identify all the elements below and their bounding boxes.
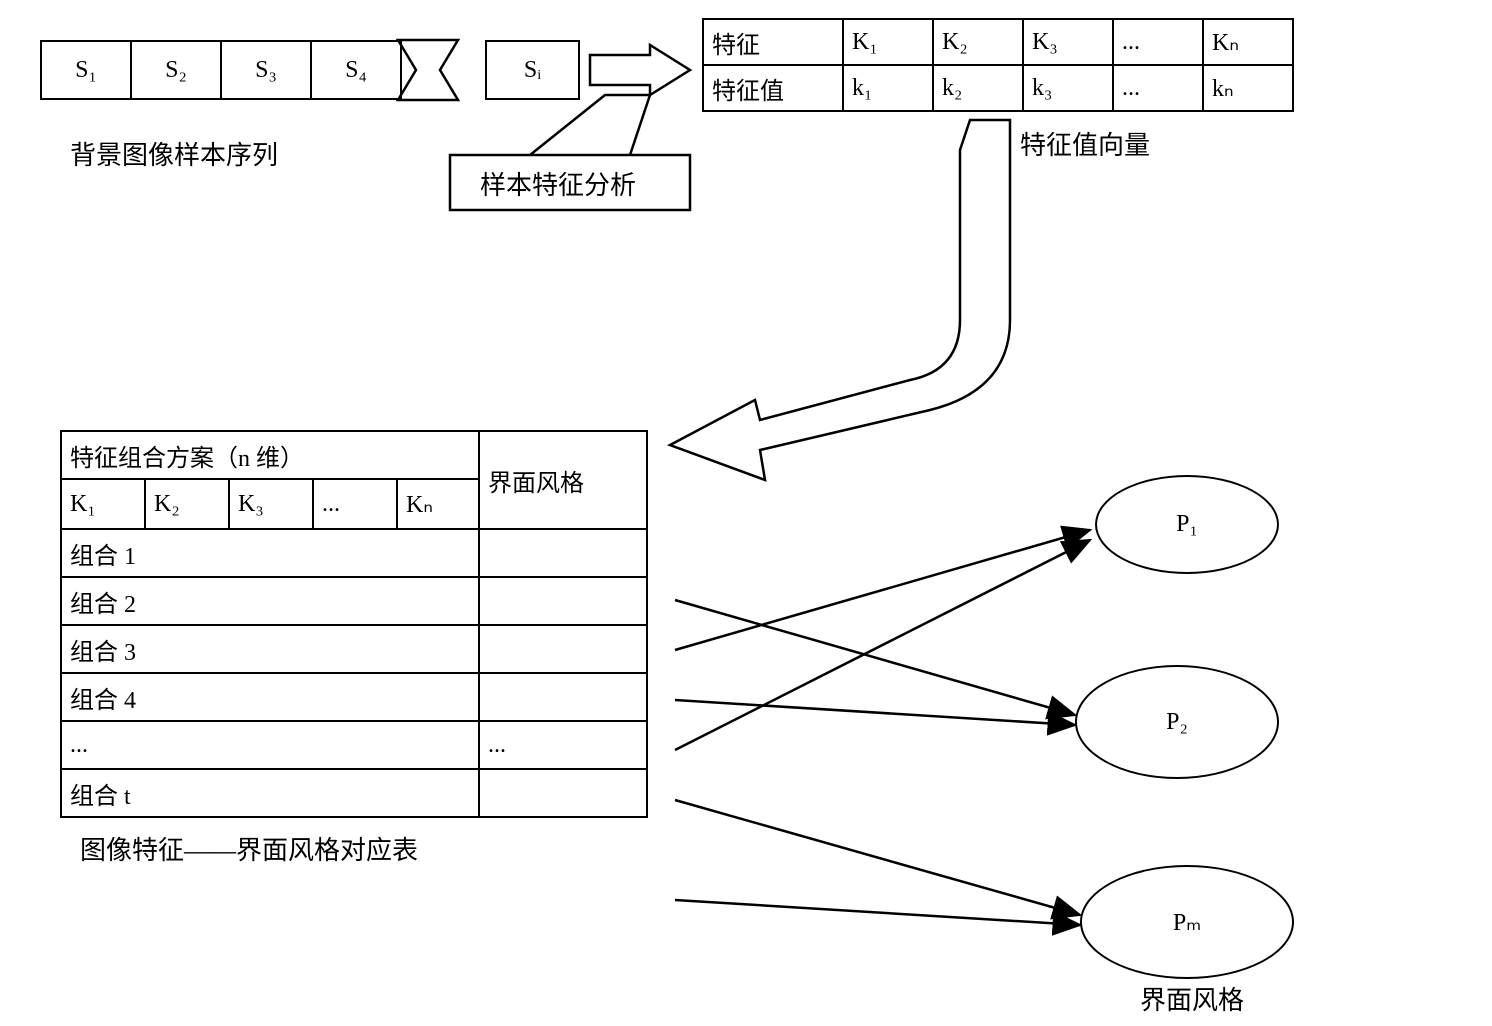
- ft-r2-h: 特征值: [702, 64, 844, 112]
- mt-r3-left: 组合 3: [60, 624, 480, 674]
- mt-r3-right: [478, 624, 648, 674]
- mt-r1-right: [478, 528, 648, 578]
- ft-r1-c4: ...: [1112, 18, 1204, 66]
- edge-r3-p2: [675, 700, 1075, 725]
- ft-r1-c1: K₁: [842, 18, 934, 66]
- diagram-canvas: S₁ S₂ S₃ S₄ Sᵢ 背景图像样本序列 样本特征分析 特征 K₁ K₂ …: [10, 10, 1492, 1016]
- seq-cell-s2: S₂: [130, 40, 222, 100]
- edge-r2-p1: [675, 530, 1090, 650]
- mt-header1: 特征组合方案（n 维）: [60, 430, 480, 480]
- seq-cell-si: Sᵢ: [485, 40, 580, 100]
- arrow-to-feature-table: [590, 45, 690, 95]
- ft-r1-h: 特征: [702, 18, 844, 66]
- callout-pointer: [530, 95, 650, 155]
- ft-r1-c3: K₃: [1022, 18, 1114, 66]
- edge-r6-pm: [675, 900, 1080, 925]
- styles-label: 界面风格: [1140, 980, 1244, 1017]
- ellipse-p1: P₁: [1095, 475, 1279, 574]
- mt-r2-right: [478, 576, 648, 626]
- seq-cell-s1: S₁: [40, 40, 132, 100]
- seq-cell-s3: S₃: [220, 40, 312, 100]
- mapping-table-label: 图像特征——界面风格对应表: [80, 830, 418, 867]
- ft-r2-c1: k₁: [842, 64, 934, 112]
- mt-sub-c1: K₁: [60, 478, 146, 530]
- curved-arrow: [670, 120, 1010, 480]
- edge-r5-pm: [675, 800, 1080, 915]
- mt-header2: 界面风格: [478, 430, 648, 530]
- mt-r5-left: ...: [60, 720, 480, 770]
- ellipse-pm: Pₘ: [1080, 865, 1294, 979]
- mt-r5-right: ...: [478, 720, 648, 770]
- ft-r1-c5: Kₙ: [1202, 18, 1294, 66]
- mt-r1-left: 组合 1: [60, 528, 480, 578]
- mt-r4-left: 组合 4: [60, 672, 480, 722]
- ellipse-p2: P₂: [1075, 665, 1279, 779]
- mt-r4-right: [478, 672, 648, 722]
- ft-r2-c5: kₙ: [1202, 64, 1294, 112]
- mt-sub-c2: K₂: [144, 478, 230, 530]
- feature-vector-label: 特征值向量: [1020, 125, 1150, 162]
- edge-r1-p2: [675, 600, 1075, 715]
- ft-r1-c2: K₂: [932, 18, 1024, 66]
- ft-r2-c4: ...: [1112, 64, 1204, 112]
- seq-cell-s4: S₄: [310, 40, 402, 100]
- sequence-label: 背景图像样本序列: [70, 135, 278, 172]
- mt-sub-c3: K₃: [228, 478, 314, 530]
- mt-r2-left: 组合 2: [60, 576, 480, 626]
- break-shape: [398, 40, 458, 100]
- mt-sub-c4: ...: [312, 478, 398, 530]
- ft-r2-c3: k₃: [1022, 64, 1114, 112]
- ft-r2-c2: k₂: [932, 64, 1024, 112]
- mt-sub-c5: Kₙ: [396, 478, 480, 530]
- edge-r4-p1: [675, 540, 1090, 750]
- mt-r6-right: [478, 768, 648, 818]
- analysis-label: 样本特征分析: [480, 165, 636, 202]
- mt-r6-left: 组合 t: [60, 768, 480, 818]
